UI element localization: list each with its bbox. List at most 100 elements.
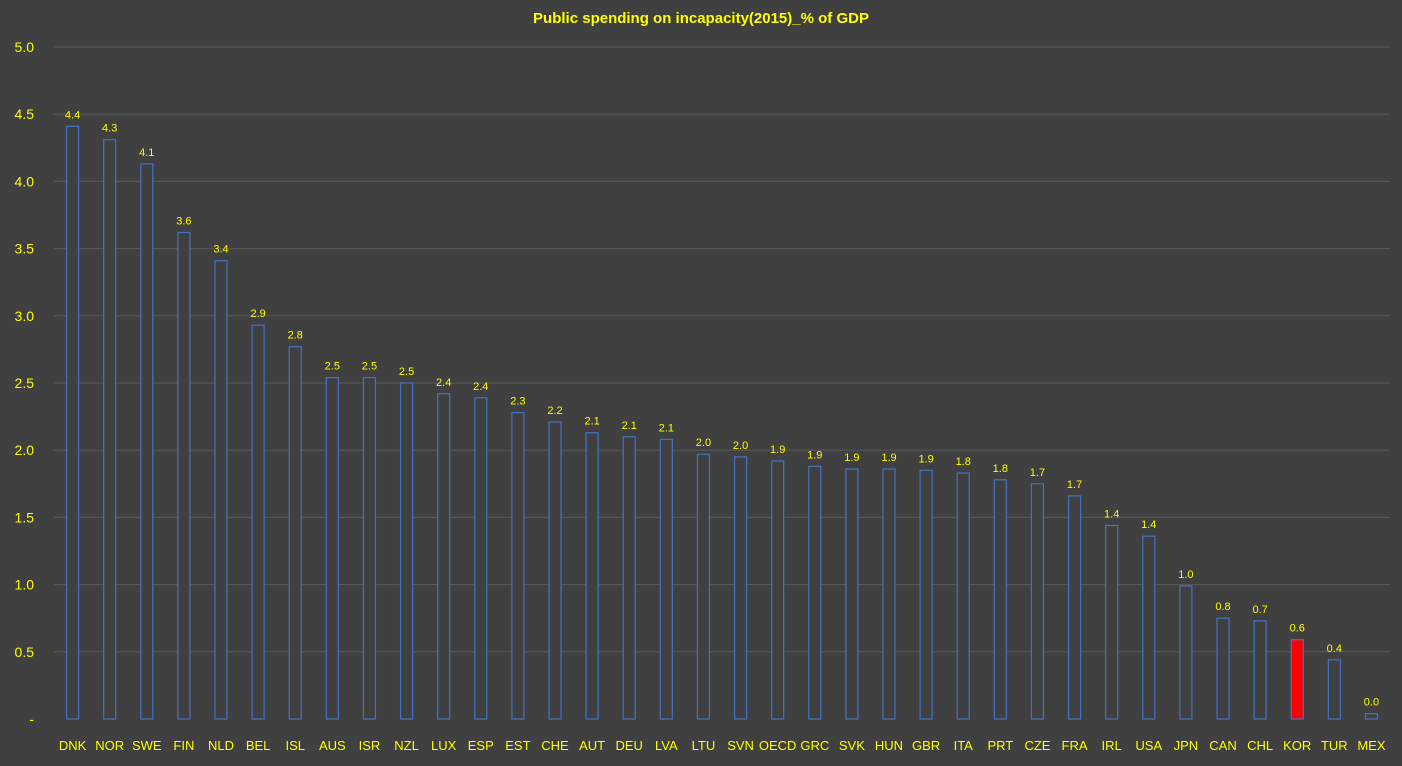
data-label-irl: 1.4 xyxy=(1104,508,1119,520)
data-label-ita: 1.8 xyxy=(956,456,971,468)
x-tick-label-hun: HUN xyxy=(875,738,903,753)
x-tick-label-usa: USA xyxy=(1135,738,1162,753)
x-tick-label-jpn: JPN xyxy=(1174,738,1199,753)
bar-gbr xyxy=(919,469,933,720)
bar-tur xyxy=(1327,659,1341,720)
y-tick-label: 2.5 xyxy=(15,375,35,391)
bar-chl xyxy=(1253,620,1267,720)
bar-fin xyxy=(177,231,191,720)
data-label-jpn: 1.0 xyxy=(1178,569,1193,581)
x-tick-label-nor: NOR xyxy=(95,738,124,753)
x-tick-label-lva: LVA xyxy=(655,738,678,753)
x-tick-label-nld: NLD xyxy=(208,738,234,753)
x-tick-label-bel: BEL xyxy=(246,738,271,753)
bars xyxy=(65,125,1379,720)
bar-lva xyxy=(659,438,673,720)
bar-nzl xyxy=(399,382,414,720)
chart-title: Public spending on incapacity(2015)_% of… xyxy=(533,10,869,27)
y-tick-label: 2.0 xyxy=(15,442,35,458)
bar-est xyxy=(511,411,525,720)
y-tick-label: 3.0 xyxy=(15,308,35,324)
x-tick-label-gbr: GBR xyxy=(912,738,940,753)
y-tick-label: 4.0 xyxy=(15,173,35,189)
x-axis-tick-labels: DNK NOR SWE FIN NLD BEL ISL AUS ISR NZL LUX ESP EST C… xyxy=(59,738,1386,753)
x-tick-label-swe: SWE xyxy=(132,738,162,753)
x-tick-label-deu: DEU xyxy=(615,738,642,753)
data-label-hun: 1.9 xyxy=(881,452,896,464)
bar-grc xyxy=(808,465,822,720)
bar-swe xyxy=(140,163,154,720)
x-tick-label-est: EST xyxy=(505,738,530,753)
data-label-esp: 2.4 xyxy=(473,381,488,393)
data-label-can: 0.8 xyxy=(1215,601,1230,613)
bar-ltu xyxy=(696,453,711,720)
y-tick-label: 5.0 xyxy=(15,39,35,55)
data-label-est: 2.3 xyxy=(510,396,525,408)
x-tick-label-isl: ISL xyxy=(285,738,305,753)
gridlines xyxy=(54,46,1390,653)
y-tick-label: 4.5 xyxy=(15,106,35,122)
data-label-isl: 2.8 xyxy=(288,330,303,342)
data-label-usa: 1.4 xyxy=(1141,519,1156,531)
bar-deu xyxy=(622,436,636,720)
bar-lux xyxy=(437,393,451,720)
x-tick-label-kor: KOR xyxy=(1283,738,1311,753)
bar-jpn xyxy=(1179,585,1193,720)
bar-hun xyxy=(882,468,896,720)
bar-cze xyxy=(1030,483,1045,720)
x-tick-label-cze: CZE xyxy=(1024,738,1050,753)
x-tick-label-isr: ISR xyxy=(359,738,381,753)
data-label-isr: 2.5 xyxy=(362,361,377,373)
bar-oecd xyxy=(771,460,785,720)
data-label-deu: 2.1 xyxy=(622,420,637,432)
bar-can xyxy=(1216,617,1230,720)
data-label-nld: 3.4 xyxy=(213,244,228,256)
x-tick-label-aus: AUS xyxy=(319,738,346,753)
y-axis-tick-labels: - 0.5 1.0 1.5 2.0 2.5 3.0 3.5 4.0 4.5 5.0 xyxy=(15,39,35,727)
data-label-fra: 1.7 xyxy=(1067,479,1082,491)
x-tick-label-ita: ITA xyxy=(954,738,974,753)
data-label-nzl: 2.5 xyxy=(399,366,414,378)
x-tick-label-svk: SVK xyxy=(839,738,865,753)
x-tick-label-grc: GRC xyxy=(800,738,829,753)
y-tick-label: 3.5 xyxy=(15,241,35,257)
x-tick-label-lux: LUX xyxy=(431,738,457,753)
bar-aus xyxy=(325,377,339,720)
y-tick-label: 1.0 xyxy=(15,577,35,593)
x-tick-label-fin: FIN xyxy=(173,738,194,753)
bar-ita xyxy=(956,472,970,720)
x-tick-label-can: CAN xyxy=(1209,738,1236,753)
x-tick-label-nzl: NZL xyxy=(394,738,419,753)
data-label-cze: 1.7 xyxy=(1030,467,1045,479)
data-label-svn: 2.0 xyxy=(733,440,748,452)
bar-kor xyxy=(1290,639,1304,720)
bar-usa xyxy=(1142,535,1156,720)
x-tick-label-che: CHE xyxy=(541,738,569,753)
y-tick-label: 1.5 xyxy=(15,509,35,525)
x-tick-label-dnk: DNK xyxy=(59,738,87,753)
bar-irl xyxy=(1105,524,1119,720)
data-label-kor: 0.6 xyxy=(1290,623,1305,635)
bar-aut xyxy=(585,432,599,720)
bar-isl xyxy=(288,346,302,720)
bar-prt xyxy=(993,479,1007,720)
bar-isr xyxy=(362,377,377,720)
data-label-oecd: 1.9 xyxy=(770,444,785,456)
y-tick-label: - xyxy=(29,711,34,727)
data-label-fin: 3.6 xyxy=(176,215,191,227)
data-label-che: 2.2 xyxy=(547,405,562,417)
y-tick-label: 0.5 xyxy=(15,644,35,660)
x-tick-label-chl: CHL xyxy=(1247,738,1273,753)
data-labels: 4.4 4.3 4.1 3.6 3.4 2.9 2.8 2.5 2.5 2.5 2.4 2.4 2.3 2… xyxy=(65,109,1379,708)
data-label-prt: 1.8 xyxy=(993,463,1008,475)
data-label-aut: 2.1 xyxy=(584,416,599,428)
bar-bel xyxy=(251,324,265,720)
x-tick-label-tur: TUR xyxy=(1321,738,1348,753)
data-label-dnk: 4.4 xyxy=(65,109,80,121)
bar-nor xyxy=(103,139,117,720)
bar-dnk xyxy=(65,125,80,720)
data-label-lva: 2.1 xyxy=(659,422,674,434)
data-label-grc: 1.9 xyxy=(807,449,822,461)
bar-esp xyxy=(474,397,488,720)
